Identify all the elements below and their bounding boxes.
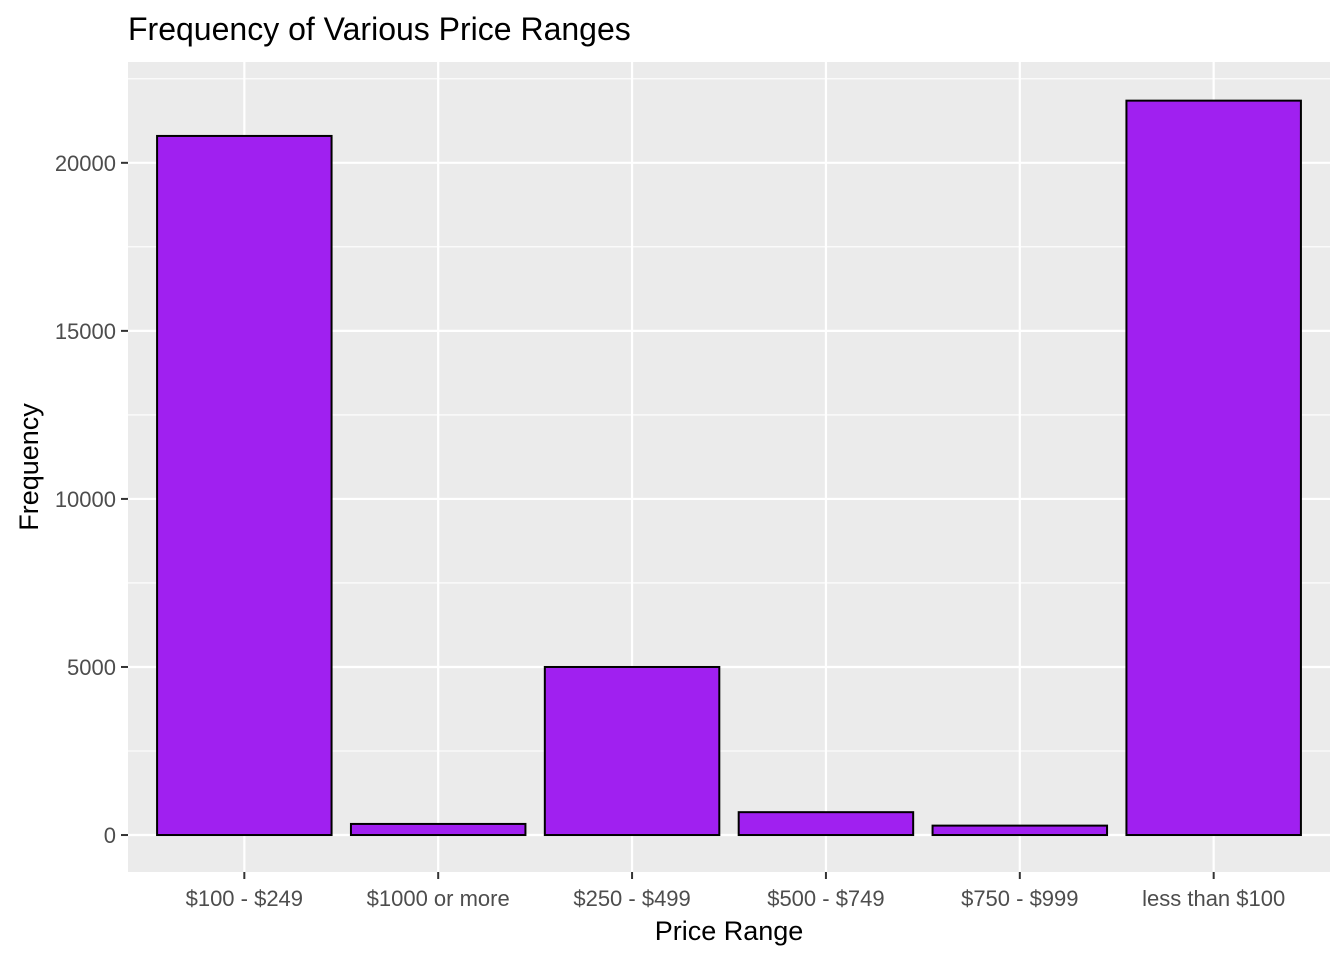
x-tick-label: $1000 or more — [367, 886, 510, 911]
bar — [737, 811, 915, 837]
x-tick-label: $250 - $499 — [573, 886, 690, 911]
bar — [349, 822, 527, 837]
y-tick-label: 20000 — [55, 151, 116, 176]
y-axis: 0 5000 10000 15000 20000 — [55, 151, 128, 848]
y-tick-label: 5000 — [67, 655, 116, 680]
x-tick-label: $750 - $999 — [961, 886, 1078, 911]
y-tick-label: 0 — [104, 823, 116, 848]
y-tick-label: 15000 — [55, 319, 116, 344]
bar — [931, 824, 1109, 837]
x-axis-title: Price Range — [655, 916, 804, 946]
chart-title: Frequency of Various Price Ranges — [128, 11, 631, 47]
bar — [1125, 99, 1302, 837]
x-tick-label: $500 - $749 — [767, 886, 884, 911]
bars — [156, 99, 1302, 837]
x-tick-label: $100 - $249 — [186, 886, 303, 911]
y-axis-title: Frequency — [14, 403, 44, 531]
bar — [543, 665, 721, 837]
y-tick-label: 10000 — [55, 487, 116, 512]
x-axis: $100 - $249 $1000 or more $250 - $499 $500 … — [186, 872, 1285, 911]
x-tick-label: less than $100 — [1142, 886, 1285, 911]
bar — [156, 134, 333, 837]
